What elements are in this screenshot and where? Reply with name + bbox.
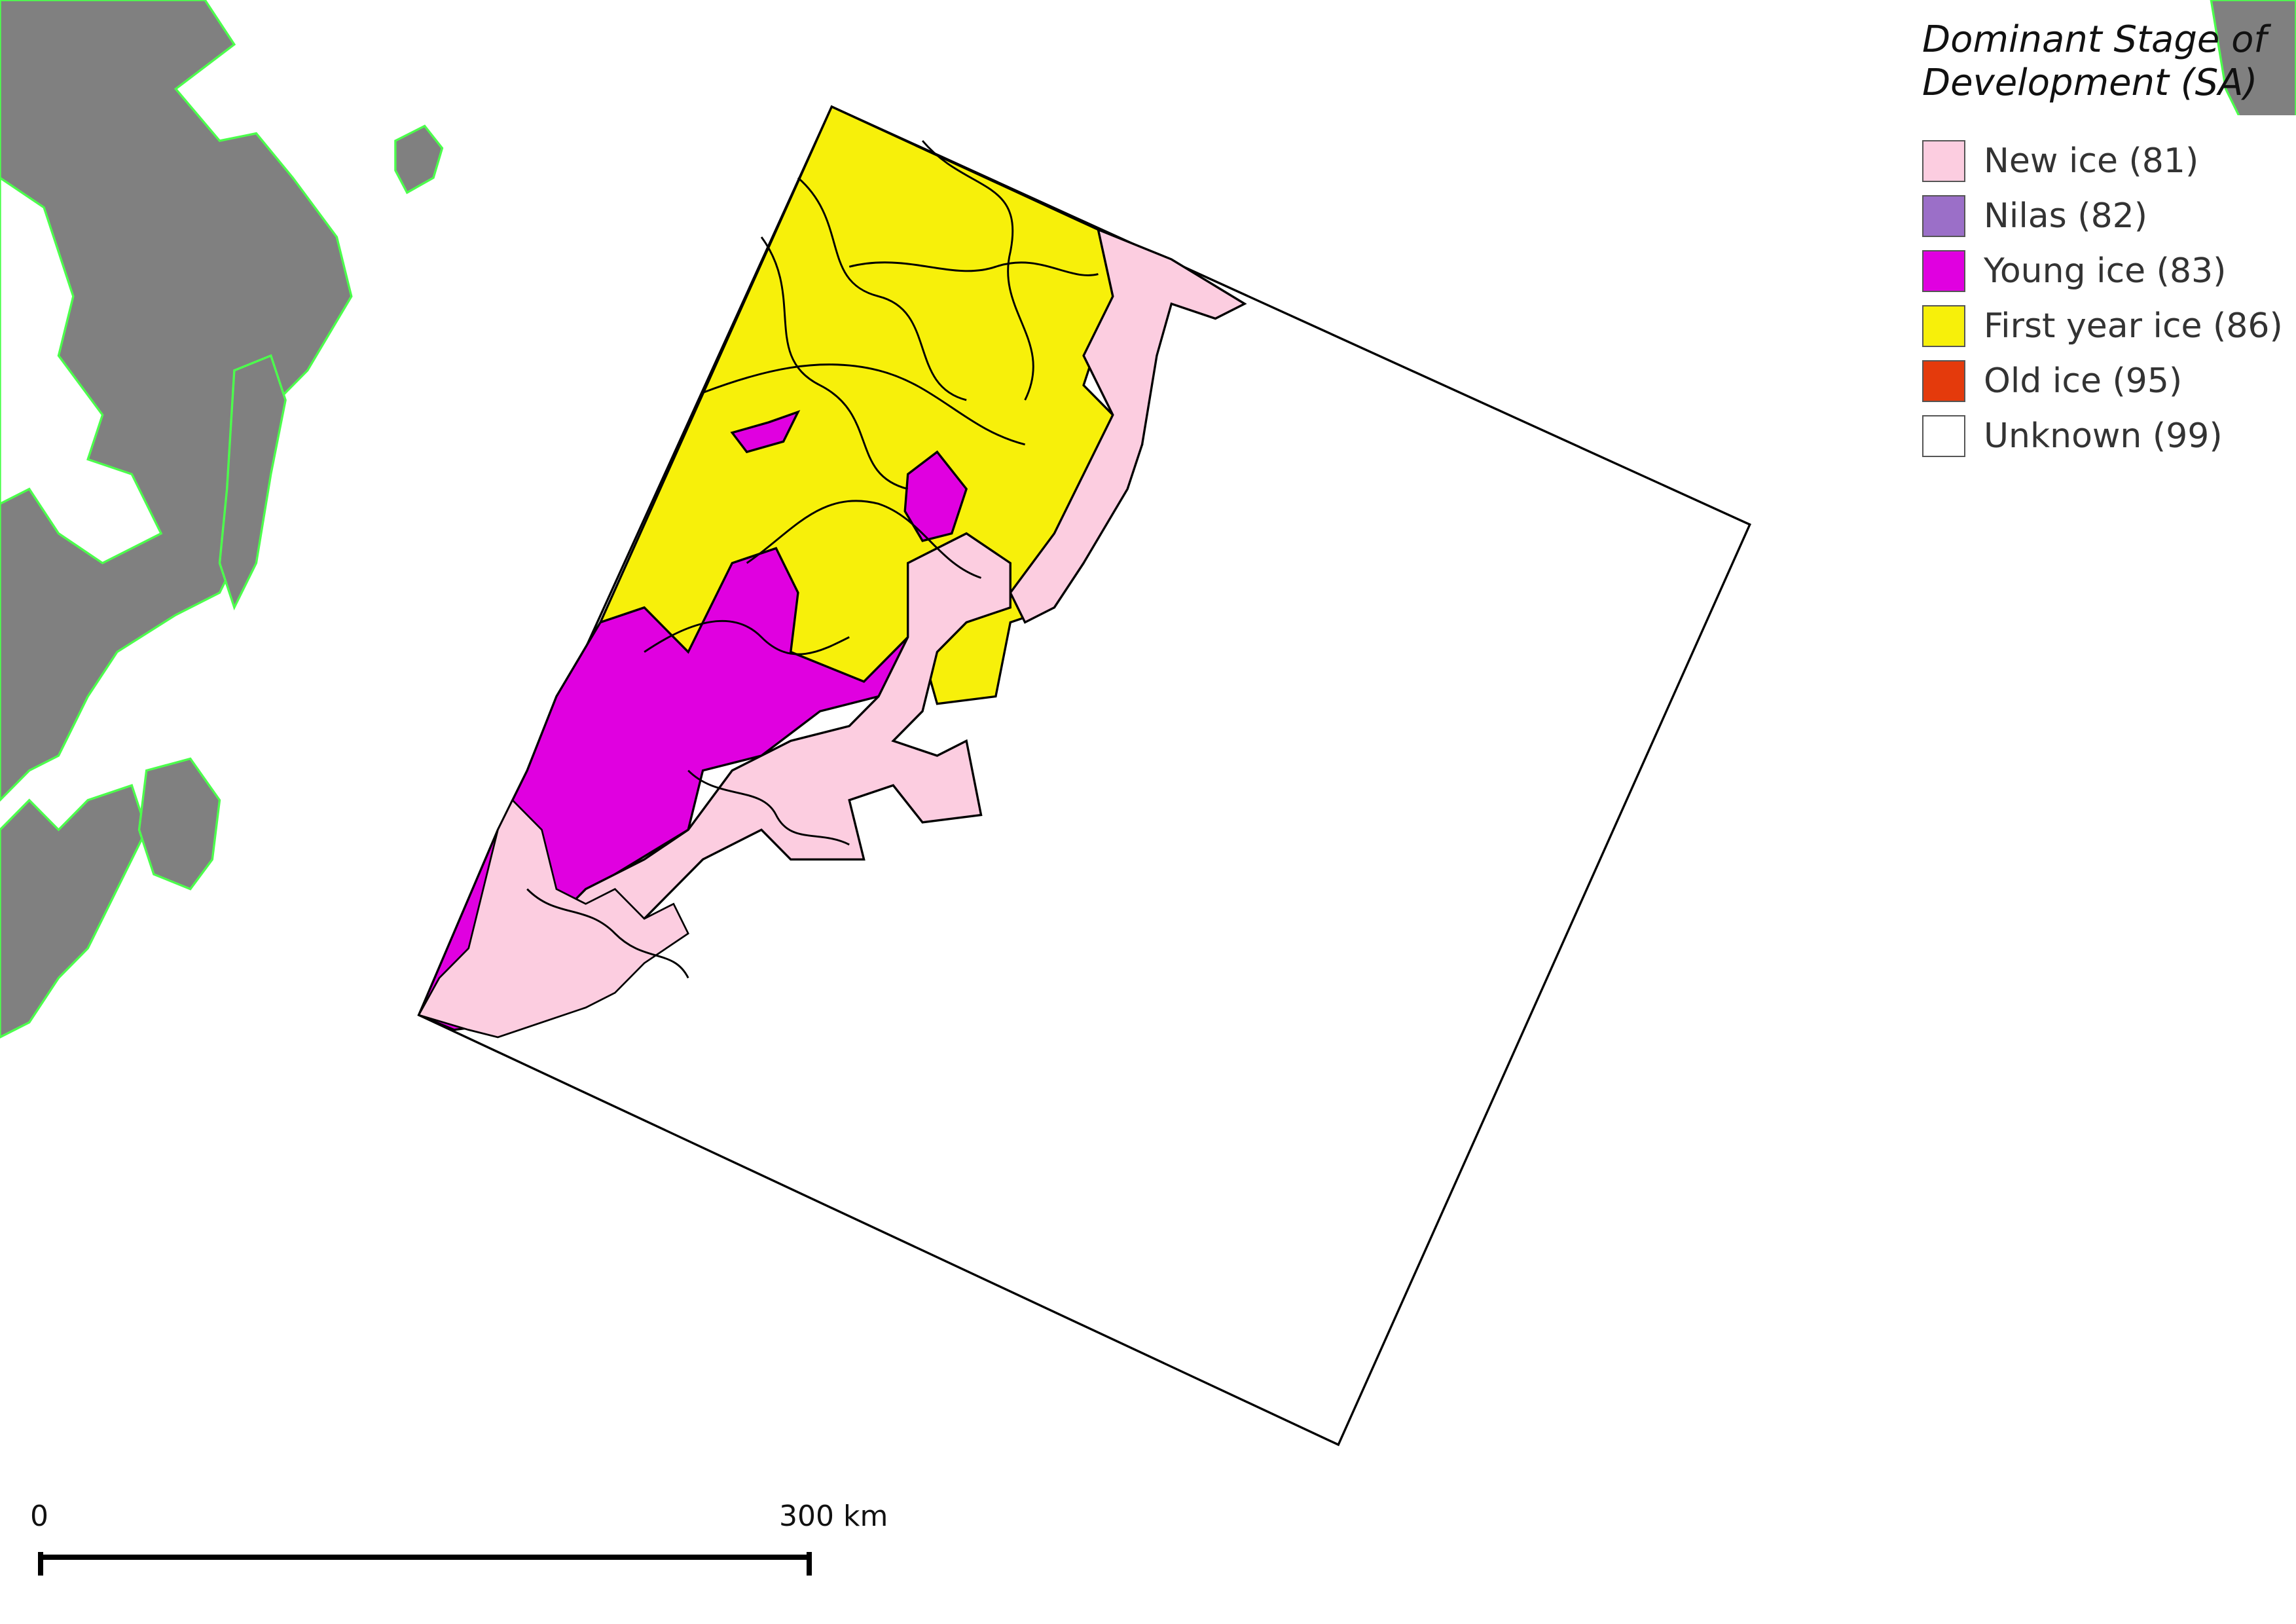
legend-label-nilas: Nilas (82) — [1984, 196, 2148, 236]
land-mass-south — [0, 784, 148, 1039]
new-ice-region-central[interactable] — [526, 532, 1011, 995]
land-island-east — [218, 354, 287, 611]
land-island-north — [394, 124, 444, 194]
legend-swatch-new-ice — [1922, 140, 1965, 182]
legend-swatch-unknown — [1922, 415, 1965, 457]
legend-label-unknown: Unknown (99) — [1984, 416, 2223, 456]
legend-swatch-old-ice — [1922, 360, 1965, 402]
land-inlet — [0, 176, 163, 564]
legend-title-line1: Dominant Stage of — [1922, 18, 2267, 61]
young-ice-patch-north[interactable] — [903, 450, 968, 542]
scale-label-start: 0 — [30, 1500, 48, 1533]
legend-label-first-year-ice: First year ice (86) — [1984, 306, 2283, 346]
legend-title-line2: Development (SA) — [1922, 62, 2258, 104]
legend-swatch-first-year-ice — [1922, 305, 1965, 347]
legend-label-young-ice: Young ice (83) — [1984, 251, 2227, 291]
scale-bar-line — [38, 1552, 812, 1576]
legend: Dominant Stage of Development (SA) New i… — [1912, 18, 2296, 462]
scale-bar: 0 300 km — [26, 1500, 897, 1585]
legend-swatch-young-ice — [1922, 250, 1965, 292]
legend-label-new-ice: New ice (81) — [1984, 141, 2199, 181]
land-island-south — [137, 757, 221, 891]
young-ice-patch-west[interactable] — [730, 410, 801, 454]
legend-title: Dominant Stage of Development (SA) — [1922, 18, 2267, 105]
new-ice-region-southwest[interactable] — [417, 798, 689, 1039]
land-layer — [0, 0, 2296, 1039]
floe-boundaries — [526, 140, 1099, 979]
legend-label-old-ice: Old ice (95) — [1984, 361, 2183, 401]
legend-swatch-nilas — [1922, 195, 1965, 237]
scale-label-end: 300 km — [779, 1500, 888, 1533]
legend-panel: New ice (81) Nilas (82) Young ice (83) F… — [1912, 115, 2296, 462]
new-ice-region-east[interactable] — [1009, 227, 1247, 624]
